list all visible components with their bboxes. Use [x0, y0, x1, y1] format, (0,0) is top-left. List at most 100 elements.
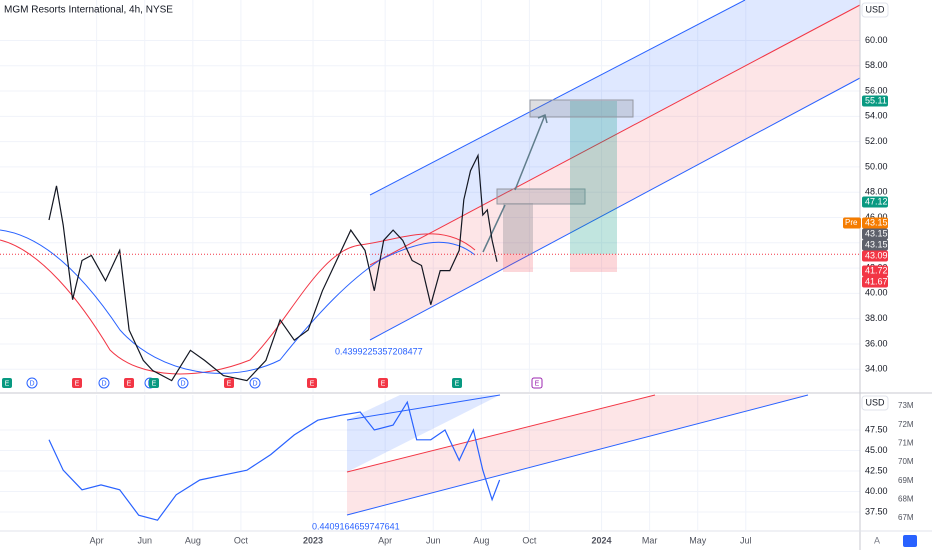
channel-mid	[369, 4, 861, 266]
moving-average	[0, 229, 476, 374]
price-label: 41.72	[865, 265, 888, 275]
price-label-box	[862, 265, 888, 277]
event-marker	[378, 378, 388, 388]
x-tick-label: May	[689, 535, 707, 545]
price-line	[48, 153, 498, 382]
y-tick-label: 34.00	[865, 364, 888, 374]
y-tick-label: 50.00	[865, 161, 888, 171]
y-tick-label: 37.50	[865, 506, 888, 516]
event-label: E	[227, 380, 232, 387]
event-marker	[72, 378, 82, 388]
currency-box[interactable]	[861, 2, 889, 18]
price-label-box	[862, 276, 888, 288]
event-label: D	[180, 380, 185, 387]
y2-tick-label: 73M	[898, 401, 914, 410]
target-box	[496, 188, 586, 205]
price-line	[48, 400, 501, 521]
y-tick-label: 36.00	[865, 338, 888, 348]
price-label: 55.11	[865, 95, 887, 105]
price-label: 43.15	[865, 239, 888, 249]
grid	[0, 0, 860, 530]
event-label: D	[252, 380, 257, 387]
x-tick-label: 2024	[592, 535, 612, 545]
event-label: E	[5, 380, 10, 387]
event-marker	[124, 378, 134, 388]
event-label: E	[152, 380, 157, 387]
chart-title: MGM Resorts International, 4h, NYSE	[4, 5, 173, 16]
x-tick-label: Oct	[234, 535, 249, 545]
y2-tick-label: 71M	[898, 438, 914, 447]
x-tick-label: Apr	[90, 535, 104, 545]
price-label-box	[862, 217, 888, 229]
currency[interactable]: USD	[865, 397, 885, 407]
price-label-box	[862, 196, 888, 208]
arrow	[482, 204, 506, 253]
annotation: 0.4399225357208477	[335, 346, 423, 356]
x-tick-label: Jun	[426, 535, 441, 545]
x-tick-label: 2023	[303, 535, 323, 545]
x-tick-label: Jun	[137, 535, 152, 545]
channel-mid	[346, 394, 656, 473]
channel-line	[346, 394, 501, 421]
event-marker	[452, 378, 462, 388]
event-marker	[531, 377, 543, 389]
currency-box[interactable]	[861, 395, 889, 411]
price-label: 43.15	[865, 217, 888, 227]
target-box	[529, 99, 634, 118]
y-tick-label: 45.00	[865, 445, 888, 455]
pre-box	[843, 217, 861, 229]
y2-tick-label: 67M	[898, 513, 914, 522]
y-tick-label: 56.00	[865, 85, 888, 95]
price-label: 47.12	[865, 196, 888, 206]
x-tick-label: Aug	[185, 535, 201, 545]
event-label: D	[29, 380, 34, 387]
channel-lower	[370, 5, 860, 340]
moving-average	[0, 233, 476, 375]
channel-upper	[370, 0, 860, 265]
auto-scale[interactable]: A	[874, 535, 880, 545]
price-label: 41.67	[865, 276, 888, 286]
event-marker	[249, 377, 261, 389]
logo[interactable]	[903, 535, 917, 547]
event-label: E	[535, 380, 540, 387]
event-marker	[98, 377, 110, 389]
x-tick-label: Jul	[740, 535, 752, 545]
channel-line	[369, 77, 861, 341]
pre-label: Pre	[845, 218, 858, 227]
y2-tick-label: 72M	[898, 420, 914, 429]
x-tick-label: Mar	[642, 535, 658, 545]
x-tick-label: Oct	[522, 535, 537, 545]
position-box	[570, 101, 617, 254]
position-box	[570, 254, 617, 272]
x-tick-label: Aug	[473, 535, 489, 545]
y-tick-label: 38.00	[865, 313, 888, 323]
event-marker	[2, 378, 12, 388]
event-marker	[149, 378, 159, 388]
position-box	[503, 254, 533, 272]
y-tick-label: 52.00	[865, 136, 888, 146]
y-tick-label: 54.00	[865, 111, 888, 121]
event-marker	[224, 378, 234, 388]
arrow-head	[537, 113, 548, 124]
price-label-box	[862, 228, 888, 240]
y2-tick-label: 70M	[898, 457, 914, 466]
y-tick-label: 46.00	[865, 212, 888, 222]
y-tick-label: 40.00	[865, 288, 888, 298]
event-label: E	[127, 380, 132, 387]
drawings	[0, 0, 861, 516]
event-label: E	[455, 380, 460, 387]
price-label: 43.09	[865, 250, 888, 260]
channel-line	[369, 0, 746, 196]
event-label: E	[75, 380, 80, 387]
price-label: 43.15	[865, 228, 888, 238]
position-box	[503, 203, 533, 254]
event-label: E	[310, 380, 315, 387]
event-marker	[307, 378, 317, 388]
price-label-box	[862, 95, 888, 107]
y-tick-label: 48.00	[865, 187, 888, 197]
price-label-box	[862, 239, 888, 251]
currency[interactable]: USD	[865, 4, 885, 14]
x-tick-label: Apr	[378, 535, 392, 545]
y2-tick-label: 69M	[898, 476, 914, 485]
